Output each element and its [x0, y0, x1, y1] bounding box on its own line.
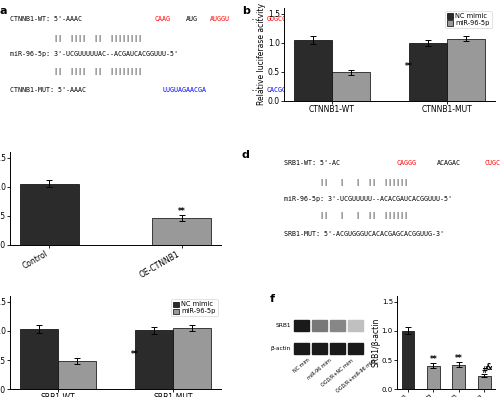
- Text: CUGC: CUGC: [484, 160, 500, 166]
- Bar: [402, 331, 414, 389]
- Text: b: b: [242, 6, 250, 16]
- Text: d: d: [242, 150, 250, 160]
- Text: --: --: [250, 16, 258, 22]
- Text: &: &: [486, 362, 492, 372]
- Text: SRB1-MUT: 5'-ACGUGGGUCACACGAGCACGGUUG-3': SRB1-MUT: 5'-ACGUGGGUCACACGAGCACGGUUG-3': [284, 231, 444, 237]
- Text: SRB1-WT: 5'-AC: SRB1-WT: 5'-AC: [284, 160, 340, 166]
- Bar: [173, 328, 212, 389]
- Legend: NC mimic, miR-96-5p: NC mimic, miR-96-5p: [171, 299, 218, 316]
- Text: miR-96-5p: 3'-UCGUUUUUAC--ACGAUCACGGUUU-5': miR-96-5p: 3'-UCGUUUUUAC--ACGAUCACGGUUU-…: [10, 52, 178, 58]
- Bar: [312, 343, 328, 354]
- Text: ||   |   |  ||  ||||||: || | | || ||||||: [284, 212, 408, 219]
- Text: GUGCCAAG: GUGCCAAG: [266, 16, 298, 22]
- Text: AUGGU: AUGGU: [210, 16, 231, 22]
- Text: NC mim: NC mim: [292, 357, 311, 374]
- Text: CTNNB1-MUT: 5'-AAAC: CTNNB1-MUT: 5'-AAAC: [10, 87, 86, 93]
- Text: **: **: [430, 355, 437, 364]
- Bar: [348, 343, 364, 354]
- Bar: [294, 40, 332, 101]
- Text: CAGGG: CAGGG: [396, 160, 416, 166]
- Y-axis label: SRB1/β-actin: SRB1/β-actin: [372, 318, 380, 367]
- Text: ||  ||||  ||  ||||||||: || |||| || ||||||||: [10, 35, 142, 42]
- Bar: [312, 320, 328, 331]
- Bar: [330, 343, 345, 354]
- Text: --: --: [250, 87, 258, 93]
- Bar: [152, 218, 212, 245]
- Text: SRB1: SRB1: [275, 323, 290, 328]
- Text: β-actin: β-actin: [270, 346, 290, 351]
- Legend: NC mimic, miR-96-5p: NC mimic, miR-96-5p: [446, 11, 492, 28]
- Text: **: **: [404, 62, 412, 71]
- Text: miR-96-5p: 3'-UCGUUUUU--ACACGAUCACGGUUU-5': miR-96-5p: 3'-UCGUUUUU--ACACGAUCACGGUUU-…: [284, 195, 452, 202]
- Bar: [58, 361, 96, 389]
- Text: f: f: [270, 294, 274, 304]
- Text: -3': -3': [330, 87, 342, 93]
- Text: OGD/R+NC mim: OGD/R+NC mim: [320, 357, 354, 387]
- Bar: [427, 366, 440, 389]
- Bar: [330, 320, 345, 331]
- Text: OGD/R+miR-96 mim: OGD/R+miR-96 mim: [334, 357, 376, 393]
- Text: ||   |   |  ||  ||||||: || | | || ||||||: [284, 179, 408, 186]
- Text: a: a: [0, 6, 7, 16]
- Text: G-3': G-3': [330, 16, 346, 22]
- Text: **: **: [130, 351, 138, 359]
- Bar: [409, 43, 448, 101]
- Bar: [448, 39, 486, 101]
- Text: ||  ||||  ||  ||||||||: || |||| || ||||||||: [10, 67, 142, 75]
- Bar: [20, 329, 58, 389]
- Bar: [135, 330, 173, 389]
- Bar: [452, 365, 465, 389]
- Text: #: #: [481, 366, 488, 374]
- Text: **: **: [178, 207, 186, 216]
- Text: AUG: AUG: [186, 16, 198, 22]
- Text: **: **: [455, 354, 462, 363]
- Text: ACAGAC: ACAGAC: [436, 160, 460, 166]
- Text: UUGUAGAACGA: UUGUAGAACGA: [162, 87, 206, 93]
- Bar: [348, 320, 364, 331]
- Bar: [478, 376, 490, 389]
- Text: miR-96 mim: miR-96 mim: [306, 357, 332, 380]
- Bar: [294, 320, 310, 331]
- Bar: [332, 72, 370, 101]
- Text: CTNNB1-WT: 5'-AAAC: CTNNB1-WT: 5'-AAAC: [10, 16, 82, 22]
- Bar: [20, 184, 79, 245]
- Bar: [294, 343, 310, 354]
- Text: CAAG: CAAG: [154, 16, 170, 22]
- Text: CACGGUUG: CACGGUUG: [266, 87, 298, 93]
- Y-axis label: Relative luciferase acitvity: Relative luciferase acitvity: [258, 4, 266, 106]
